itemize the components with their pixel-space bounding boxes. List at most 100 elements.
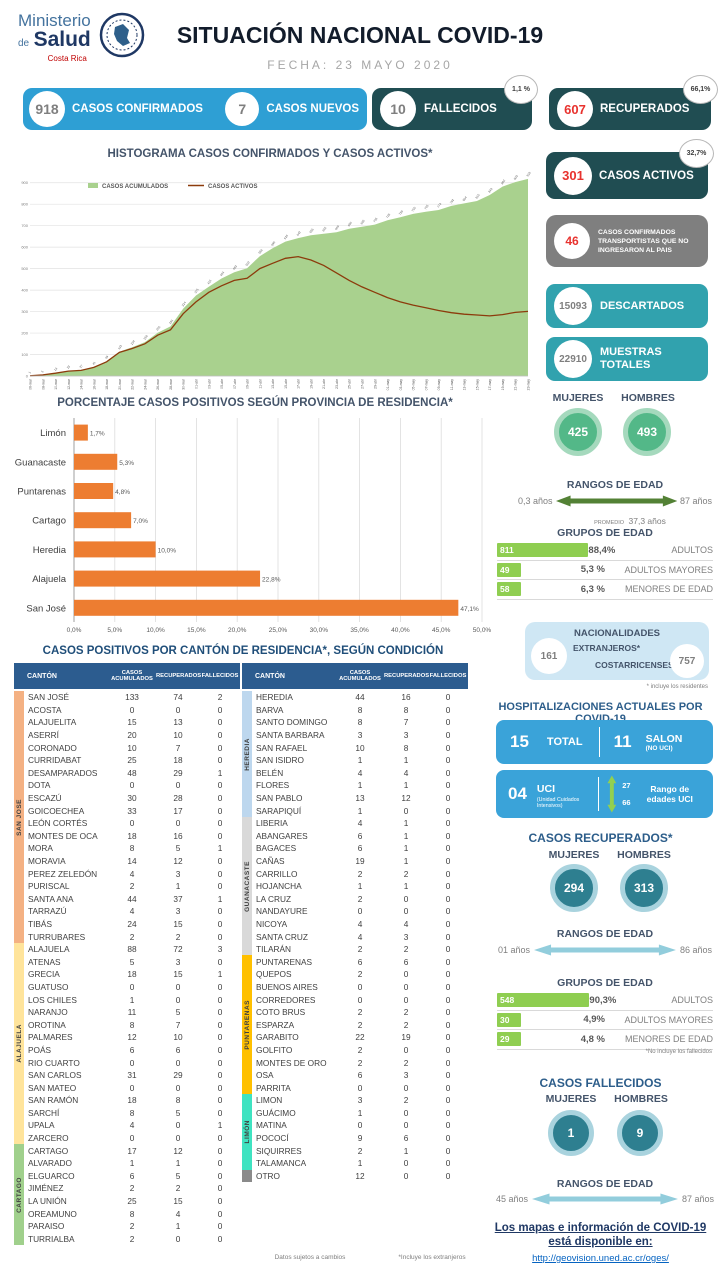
canton-value: 0 [445,1007,451,1018]
svg-text:17-abr: 17-abr [297,378,301,389]
province-bar-chart: 0,0% 5,0% 10,0% 15,0% 20,0% 25,0% 30,0% 35,0% 40… [15,418,491,634]
svg-text:134: 134 [130,339,136,346]
canton-value: 1 [217,969,223,980]
canton-value: 1 [357,881,363,892]
canton-value: 3 [175,956,181,967]
canton-value: 4 [357,931,363,942]
canton-name: OTRO [256,1170,280,1181]
logo-costa-rica: Costa Rica [47,54,87,63]
canton-value: 29 [173,767,183,778]
svg-text:882: 882 [500,179,506,186]
canton-value: 0 [217,1019,223,1030]
canton-value: 0 [217,906,223,917]
age-group-bar: 30 [497,1012,521,1027]
table-row: SAN MATEO 0 0 0 [24,1081,240,1094]
canton-name: CURRIDABAT [28,755,82,766]
svg-text:03-may: 03-may [399,379,403,391]
svg-text:23-abr: 23-abr [335,378,339,389]
table-row: BAGACES 6 1 0 [252,842,468,855]
canton-value: 1 [357,805,363,816]
table-row: ALAJUELITA 15 13 0 [24,716,240,729]
age-group-label: ADULTOS MAYORES [624,564,713,575]
canton-value: 0 [217,1233,223,1244]
canton-value: 0 [217,868,223,879]
canton-value: 0 [445,994,451,1005]
canton-value: 0 [175,1057,181,1068]
canton-value: 20 [127,730,137,741]
table-row: SARCHÍ 8 5 0 [24,1107,240,1120]
col-fallecidos: FALLECIDOS [429,673,467,679]
canton-value: 0 [175,704,181,715]
age-group-bar: 49 [497,562,521,577]
canton-value: 1 [175,1158,181,1169]
canton-value: 0 [217,1082,223,1093]
canton-value: 0 [217,1183,223,1194]
deaths-women-count: 1 [548,1110,594,1156]
canton-value: 0 [175,981,181,992]
svg-text:804: 804 [462,195,468,202]
col-canton: CANTÓN [27,672,57,680]
canton-value: 15 [173,1196,183,1207]
canton-value: 0 [445,730,451,741]
province-spine: ALAJUELA [14,942,24,1145]
canton-value: 10 [355,742,365,753]
svg-text:Heredia: Heredia [33,545,67,556]
canton-value: 3 [403,931,409,942]
canton-value: 33 [127,805,137,816]
canton-value: 0 [175,1082,181,1093]
age-group-label: ADULTOS MAYORES [624,1014,713,1025]
confirmed-women-label: MUJERES [552,392,604,404]
hospital-ward-sub: (NO UCI) [645,744,673,752]
canton-value: 8 [129,843,135,854]
geovision-link[interactable]: http://geovision.uned.ac.cr/oges/ [532,1253,669,1264]
svg-text:1,7%: 1,7% [90,431,105,438]
age-group-label: ADULTOS [671,995,713,1006]
canton-value: 4 [129,868,135,879]
svg-text:773: 773 [436,202,442,209]
canton-name: TURRIALBA [28,1233,75,1244]
canton-value: 0 [129,1057,135,1068]
svg-text:200: 200 [21,331,28,336]
svg-text:25,0%: 25,0% [269,627,288,634]
canton-name: OROTINA [28,1019,66,1030]
canton-value: 0 [217,918,223,929]
svg-text:35,0%: 35,0% [350,627,369,634]
canton-name: DESAMPARADOS [28,767,98,778]
table-row: MORAVIA 14 12 0 [24,855,240,868]
table-row: TIBÁS 24 15 0 [24,918,240,931]
age-group-pct: 88,4% [588,544,616,556]
canton-value: 0 [403,1158,409,1169]
table-row: TARRAZÚ 4 3 0 [24,905,240,918]
canton-value: 0 [403,1120,409,1131]
canton-value: 2 [357,1057,363,1068]
table-row: SANTO DOMINGO 8 7 0 [252,716,468,729]
svg-text:792: 792 [449,198,455,205]
deaths-card: 1,1 % 10 FALLECIDOS [372,75,538,130]
canton-value: 1 [357,1107,363,1118]
svg-text:626: 626 [283,233,289,240]
canton-name: ELGUARCO [28,1170,75,1181]
canton-value: 0 [217,742,223,753]
recovered-pct-badge: 66,1% [683,75,718,104]
svg-text:10,0%: 10,0% [146,627,165,634]
table-row: CARRILLO 2 2 0 [252,867,468,880]
svg-text:Cartago: Cartago [32,516,66,527]
svg-text:23: 23 [66,364,71,369]
canton-value: 15 [173,969,183,980]
svg-text:45,0%: 45,0% [432,627,451,634]
svg-text:662: 662 [321,226,327,233]
canton-name: PARAISO [28,1221,65,1232]
province-spine: CARTAGO [14,1144,24,1246]
province-spine: HEREDIA [242,691,252,817]
svg-text:09-may: 09-may [437,379,441,391]
table-row: PURISCAL 2 1 0 [24,880,240,893]
canton-value: 1 [357,755,363,766]
canton-group: LIMÓN LIMON 3 2 0 GUÁCIMO 1 0 0 MATINA 0 0 0 POCOCÍ 9 6… [242,1094,468,1170]
canton-value: 0 [175,780,181,791]
svg-text:595: 595 [270,240,276,247]
svg-text:03-abr: 03-abr [207,378,211,389]
discarded-count: 15093 [554,287,592,325]
confirmed-label: CASOS CONFIRMADOS [72,103,203,115]
canton-name: CORONADO [28,742,77,753]
confirmed-age-min: 0,3 años [518,496,553,506]
